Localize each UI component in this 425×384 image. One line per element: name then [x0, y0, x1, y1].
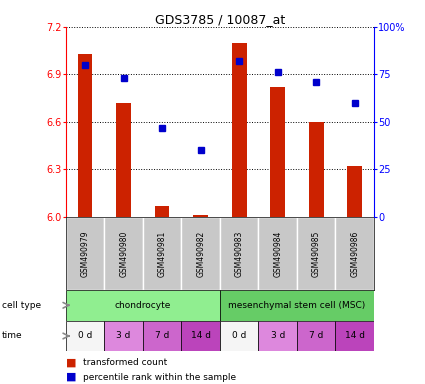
Bar [347, 166, 362, 217]
Text: 0 d: 0 d [78, 331, 92, 341]
Text: GSM490982: GSM490982 [196, 230, 205, 276]
Title: GDS3785 / 10087_at: GDS3785 / 10087_at [155, 13, 285, 26]
Text: 3 d: 3 d [271, 331, 285, 341]
Text: ■: ■ [66, 358, 76, 368]
Bar [116, 103, 131, 217]
Text: 7 d: 7 d [155, 331, 169, 341]
Text: cell type: cell type [2, 301, 41, 310]
Text: GSM490986: GSM490986 [350, 230, 359, 276]
Bar [220, 321, 258, 351]
Text: ■: ■ [66, 372, 76, 382]
Text: GSM490980: GSM490980 [119, 230, 128, 276]
Bar [258, 321, 297, 351]
Bar [335, 217, 374, 290]
Bar [270, 87, 285, 217]
Text: GSM490979: GSM490979 [81, 230, 90, 277]
Text: GSM490984: GSM490984 [273, 230, 282, 276]
Text: GSM490985: GSM490985 [312, 230, 321, 276]
Text: percentile rank within the sample: percentile rank within the sample [83, 372, 236, 382]
Bar [78, 54, 93, 217]
Bar [220, 217, 258, 290]
Bar [309, 122, 323, 217]
Text: 0 d: 0 d [232, 331, 246, 341]
Text: 14 d: 14 d [191, 331, 211, 341]
Bar [66, 290, 220, 321]
Bar [155, 206, 170, 217]
Text: 3 d: 3 d [116, 331, 131, 341]
Bar [181, 217, 220, 290]
Text: GSM490983: GSM490983 [235, 230, 244, 276]
Text: GSM490981: GSM490981 [158, 230, 167, 276]
Bar [143, 217, 181, 290]
Bar [181, 321, 220, 351]
Text: transformed count: transformed count [83, 358, 167, 367]
Text: 7 d: 7 d [309, 331, 323, 341]
Bar [193, 215, 208, 217]
Bar [335, 321, 374, 351]
Bar [297, 321, 335, 351]
Bar [297, 217, 335, 290]
Bar [220, 290, 374, 321]
Text: chondrocyte: chondrocyte [115, 301, 171, 310]
Bar [258, 217, 297, 290]
Text: mesenchymal stem cell (MSC): mesenchymal stem cell (MSC) [228, 301, 366, 310]
Bar [232, 43, 246, 217]
Bar [143, 321, 181, 351]
Text: 14 d: 14 d [345, 331, 365, 341]
Bar [105, 217, 143, 290]
Bar [66, 217, 105, 290]
Text: time: time [2, 331, 23, 341]
Bar [66, 321, 105, 351]
Bar [105, 321, 143, 351]
